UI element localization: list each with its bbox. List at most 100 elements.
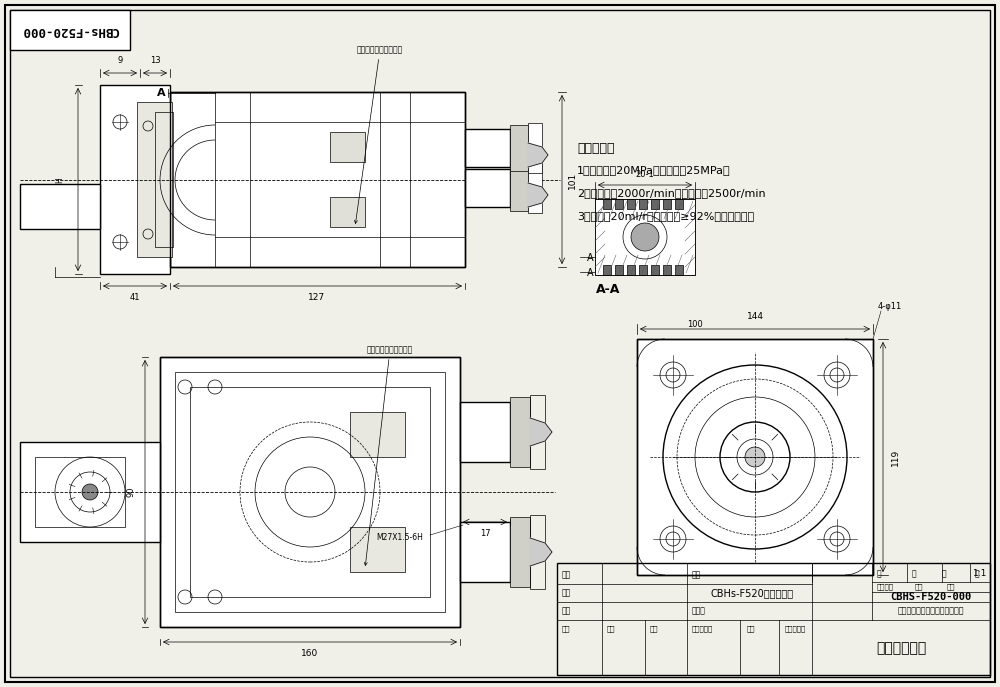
Text: 160: 160 — [301, 649, 319, 658]
Circle shape — [745, 447, 765, 467]
Bar — [530, 395, 545, 469]
Bar — [528, 163, 542, 213]
Bar — [10, 10, 130, 50]
Text: 更改文件号: 更改文件号 — [692, 626, 713, 632]
Text: 标准化: 标准化 — [692, 607, 706, 616]
Bar — [170, 92, 465, 267]
Bar — [639, 199, 647, 209]
Text: 常州博信华盛液压科技有限公司: 常州博信华盛液压科技有限公司 — [898, 607, 964, 616]
Text: 设计: 设计 — [562, 607, 571, 616]
Text: 速接管关两固定盖总成: 速接管关两固定盖总成 — [354, 45, 403, 223]
Text: 101: 101 — [568, 171, 577, 189]
Polygon shape — [530, 418, 552, 446]
Text: 90: 90 — [126, 487, 135, 497]
Text: 处数: 处数 — [607, 626, 616, 632]
Bar — [155, 112, 173, 247]
Text: H: H — [56, 177, 65, 183]
Bar — [675, 265, 683, 275]
Bar — [460, 402, 510, 462]
Text: 比例: 比例 — [947, 584, 956, 590]
Bar — [190, 387, 430, 597]
Text: 张: 张 — [912, 570, 917, 578]
Text: CBHS-F520-000: CBHS-F520-000 — [890, 592, 972, 602]
Text: 1:1: 1:1 — [973, 570, 987, 578]
Bar — [663, 265, 671, 275]
Bar — [175, 372, 445, 612]
Bar — [530, 515, 545, 589]
Bar — [651, 265, 659, 275]
Bar — [350, 412, 405, 457]
Bar — [35, 457, 125, 527]
Text: 共: 共 — [877, 570, 882, 578]
Text: 13: 13 — [150, 56, 160, 65]
Text: 图数标记: 图数标记 — [877, 584, 894, 590]
Text: 张: 张 — [975, 570, 980, 578]
Bar — [510, 165, 528, 211]
Text: 144: 144 — [746, 312, 764, 321]
Bar — [137, 102, 172, 257]
Text: A: A — [587, 253, 593, 263]
Text: M27X1.5-6H: M27X1.5-6H — [377, 532, 423, 541]
Text: A-A: A-A — [596, 282, 620, 295]
Bar — [170, 92, 465, 267]
Text: CBHs-F520-000: CBHs-F520-000 — [21, 23, 119, 36]
Text: 100: 100 — [687, 320, 703, 329]
Bar — [595, 199, 695, 275]
Bar — [330, 197, 365, 227]
Bar — [663, 199, 671, 209]
Text: 外连接尺寸图: 外连接尺寸图 — [876, 641, 926, 655]
Bar — [510, 517, 530, 587]
Bar — [595, 199, 695, 275]
Text: 审核: 审核 — [562, 589, 571, 598]
Bar — [100, 85, 170, 274]
Bar — [637, 339, 873, 575]
Text: 20-1: 20-1 — [636, 170, 654, 179]
Text: 第: 第 — [942, 570, 947, 578]
Text: A: A — [587, 268, 593, 278]
Bar — [20, 184, 100, 229]
Text: 41: 41 — [130, 293, 140, 302]
Text: A: A — [157, 88, 165, 98]
Bar — [627, 199, 635, 209]
Bar — [465, 169, 510, 207]
Text: 2、颗定转速2000r/min，最高转速2500r/min: 2、颗定转速2000r/min，最高转速2500r/min — [577, 188, 766, 198]
Polygon shape — [528, 143, 548, 167]
Bar — [651, 199, 659, 209]
Bar — [160, 357, 460, 627]
Text: 分区: 分区 — [650, 626, 658, 632]
Text: 签名: 签名 — [747, 626, 756, 632]
Text: 年、月、日: 年、月、日 — [785, 626, 806, 632]
Text: 速接管关两固定盖总成: 速接管关两固定盖总成 — [364, 345, 413, 565]
Bar — [627, 265, 635, 275]
Text: CBHs-F520齿轮泵总成: CBHs-F520齿轮泵总成 — [710, 588, 794, 598]
Text: 9: 9 — [117, 56, 123, 65]
Bar — [528, 123, 542, 173]
Text: 批准: 批准 — [692, 570, 701, 580]
Text: 1、颗定压力20MPa，最高压力25MPa。: 1、颗定压力20MPa，最高压力25MPa。 — [577, 165, 731, 175]
Text: 技术参数：: 技术参数： — [577, 142, 614, 155]
Bar — [460, 522, 510, 582]
Text: 17: 17 — [480, 529, 490, 538]
Bar — [557, 563, 990, 675]
Text: 127: 127 — [308, 293, 326, 302]
Bar — [20, 442, 160, 542]
Bar — [603, 199, 611, 209]
Bar — [639, 265, 647, 275]
Bar — [675, 199, 683, 209]
Bar — [615, 265, 623, 275]
Text: 3、排量：20ml/r，容积效率≥92%，旋向：左旋: 3、排量：20ml/r，容积效率≥92%，旋向：左旋 — [577, 211, 754, 221]
Text: 标记: 标记 — [562, 626, 570, 632]
Bar — [465, 129, 510, 167]
Bar — [603, 265, 611, 275]
Text: 4-φ11: 4-φ11 — [878, 302, 902, 311]
Bar — [350, 527, 405, 572]
Bar — [330, 132, 365, 162]
Text: 工艺: 工艺 — [562, 570, 571, 580]
Bar — [615, 199, 623, 209]
Text: 重量: 重量 — [915, 584, 924, 590]
Bar — [160, 357, 460, 627]
Polygon shape — [530, 538, 552, 566]
Polygon shape — [528, 183, 548, 207]
Bar — [510, 397, 530, 467]
Bar — [637, 339, 873, 575]
